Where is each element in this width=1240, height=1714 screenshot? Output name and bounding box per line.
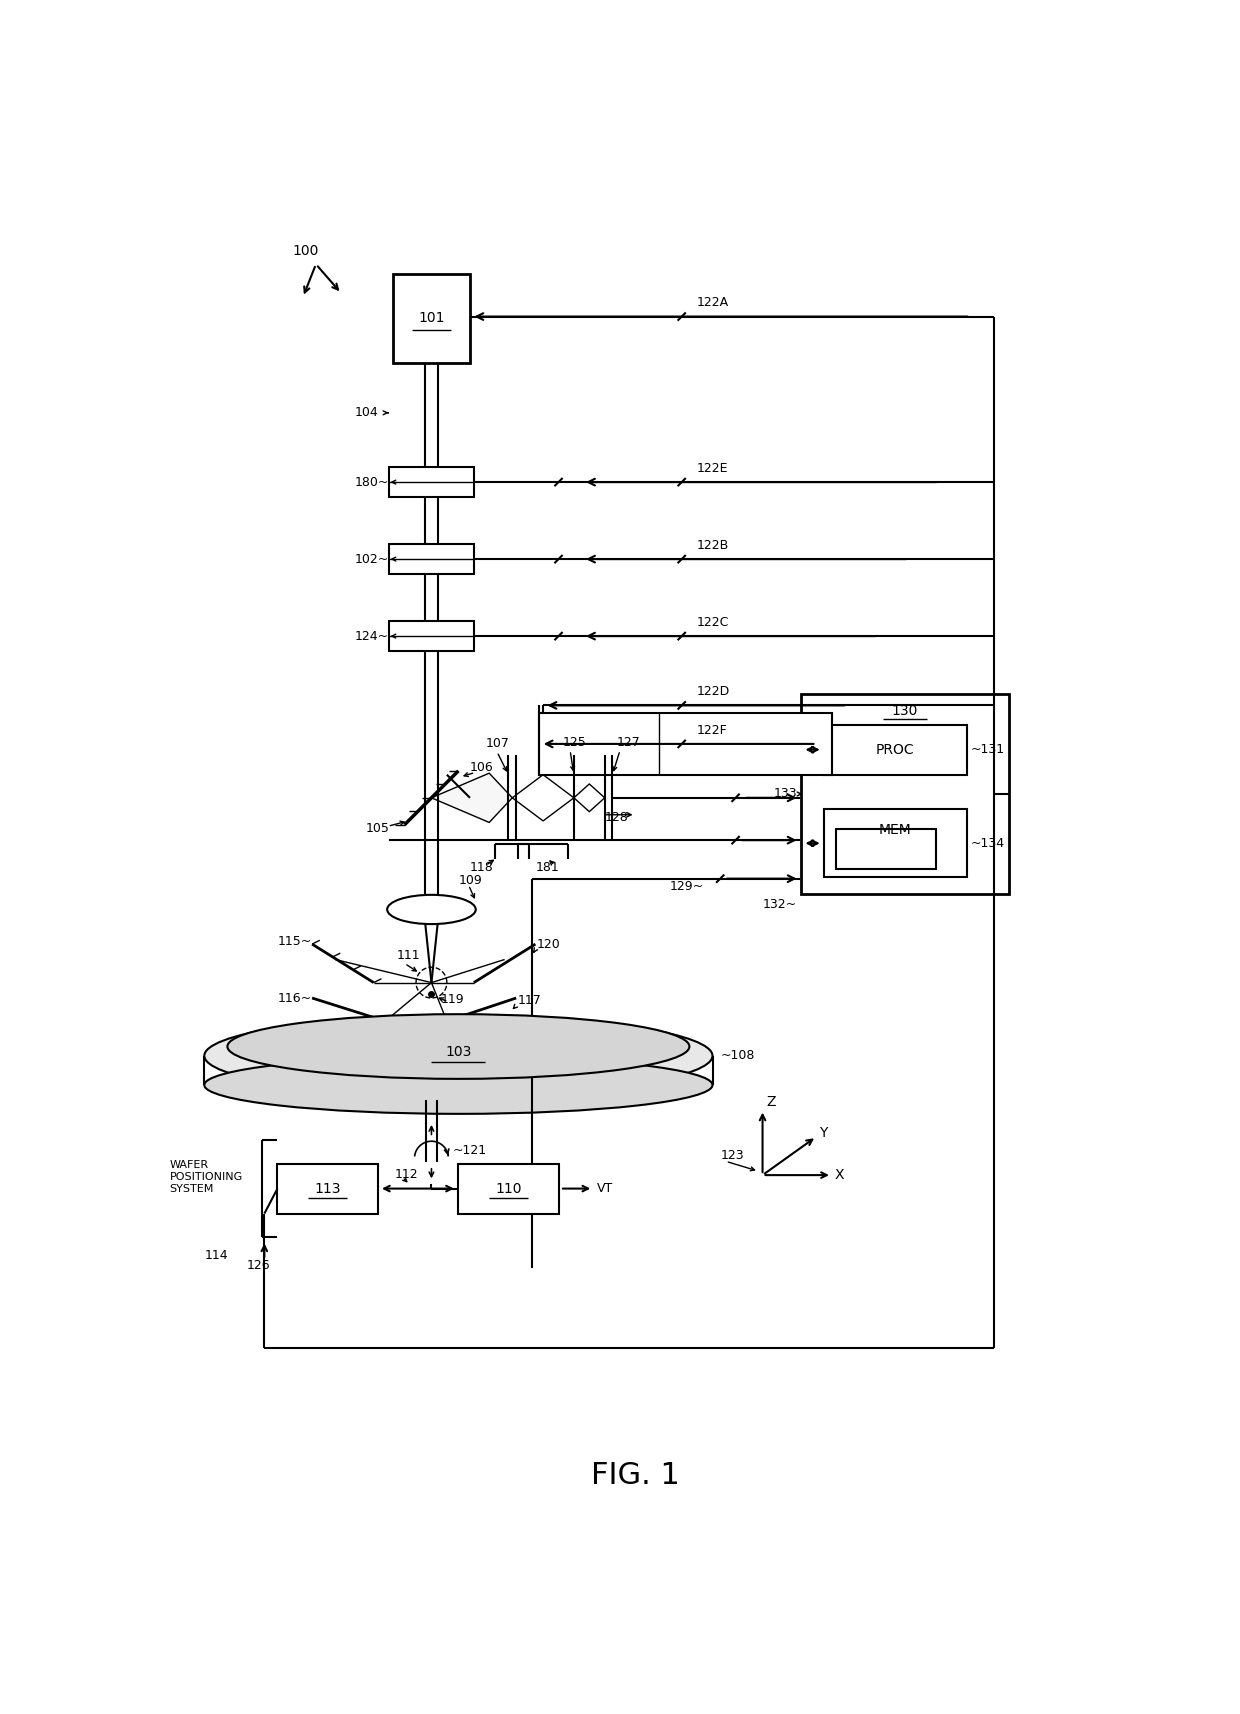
Polygon shape bbox=[432, 773, 512, 823]
Text: 117: 117 bbox=[517, 994, 542, 1006]
Bar bbox=[389, 468, 474, 497]
Ellipse shape bbox=[387, 895, 476, 924]
Text: 122C: 122C bbox=[697, 615, 729, 629]
Text: Y: Y bbox=[818, 1126, 827, 1140]
Text: 124~: 124~ bbox=[355, 629, 388, 643]
Bar bbox=[278, 1164, 377, 1214]
Text: 118: 118 bbox=[470, 860, 494, 874]
Text: 119: 119 bbox=[440, 992, 464, 1006]
Text: 180~: 180~ bbox=[355, 475, 389, 488]
Text: 122F: 122F bbox=[697, 723, 728, 737]
Text: 114: 114 bbox=[205, 1250, 228, 1263]
Text: 125: 125 bbox=[563, 735, 587, 749]
Bar bbox=[836, 828, 936, 869]
Bar bbox=[389, 622, 474, 651]
Text: 115~: 115~ bbox=[278, 936, 311, 948]
Bar bbox=[801, 694, 1009, 895]
Text: 102~: 102~ bbox=[355, 552, 388, 566]
Text: Z: Z bbox=[766, 1095, 776, 1109]
Ellipse shape bbox=[227, 1015, 689, 1078]
Text: 107: 107 bbox=[485, 737, 510, 751]
Text: 100: 100 bbox=[293, 243, 319, 259]
Text: 112: 112 bbox=[394, 1169, 418, 1181]
Text: 106: 106 bbox=[470, 761, 494, 773]
Bar bbox=[389, 545, 474, 574]
Text: 105: 105 bbox=[366, 823, 389, 835]
Bar bbox=[539, 713, 832, 775]
Text: 110: 110 bbox=[495, 1181, 522, 1196]
Text: 123: 123 bbox=[720, 1150, 744, 1162]
Text: 133: 133 bbox=[774, 787, 797, 800]
Text: 104: 104 bbox=[355, 406, 378, 420]
Text: 113: 113 bbox=[314, 1181, 341, 1196]
Text: VT: VT bbox=[596, 1183, 614, 1195]
Text: 122D: 122D bbox=[697, 686, 730, 698]
Text: MEM: MEM bbox=[879, 823, 911, 836]
Text: 122A: 122A bbox=[697, 297, 729, 309]
Text: 129~: 129~ bbox=[670, 879, 704, 893]
Bar bbox=[825, 809, 967, 878]
Text: 120: 120 bbox=[537, 938, 560, 951]
Text: 126: 126 bbox=[247, 1258, 270, 1272]
Bar bbox=[393, 274, 470, 363]
Bar bbox=[825, 725, 967, 775]
Ellipse shape bbox=[205, 1016, 713, 1095]
Text: 181: 181 bbox=[536, 860, 559, 874]
Text: 116~: 116~ bbox=[278, 991, 311, 1004]
Text: 128: 128 bbox=[605, 811, 629, 823]
Text: X: X bbox=[835, 1169, 843, 1183]
Text: WAFER
POSITIONING
SYSTEM: WAFER POSITIONING SYSTEM bbox=[170, 1160, 243, 1193]
Text: ~131: ~131 bbox=[971, 744, 1004, 756]
Text: ~121: ~121 bbox=[453, 1143, 487, 1157]
Text: 122E: 122E bbox=[697, 461, 729, 475]
Text: 101: 101 bbox=[418, 312, 445, 326]
Text: FIG. 1: FIG. 1 bbox=[591, 1460, 680, 1489]
Text: 127: 127 bbox=[616, 735, 640, 749]
Text: ~134: ~134 bbox=[971, 836, 1004, 850]
Text: 130: 130 bbox=[892, 704, 918, 718]
Text: 109: 109 bbox=[459, 874, 482, 886]
Text: 132~: 132~ bbox=[763, 898, 797, 910]
Text: PROC: PROC bbox=[877, 742, 915, 756]
Ellipse shape bbox=[205, 1056, 713, 1114]
Text: 103: 103 bbox=[445, 1046, 471, 1059]
Text: 122B: 122B bbox=[697, 538, 729, 552]
Text: ~108: ~108 bbox=[720, 1049, 755, 1063]
Text: 111: 111 bbox=[397, 950, 420, 962]
Bar bbox=[459, 1164, 558, 1214]
